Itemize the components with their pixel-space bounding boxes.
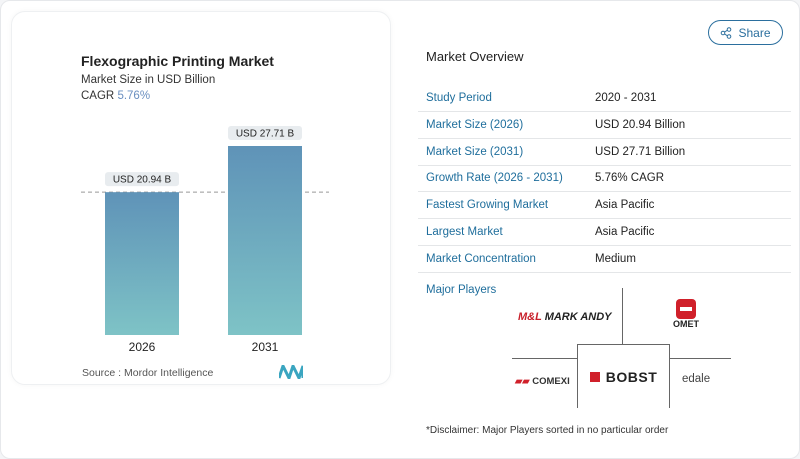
cagr-label: CAGR [81,90,115,102]
player-logo-edale: edale [682,373,711,385]
divider [622,288,623,344]
data-label-box [105,172,179,187]
mordor-logo-icon [279,365,303,379]
overview-title: Market Overview [426,49,524,64]
overview-label: Market Concentration [426,252,536,265]
divider [670,358,731,359]
overview-row: Market Size (2026) USD 20.94 Billion [418,112,791,139]
player-logo-bobst: BOBST [577,344,670,408]
overview-value: 2020 - 2031 [595,92,657,104]
share-icon [721,26,732,39]
overview-label: Growth Rate (2026 - 2031) [426,172,563,185]
overview-value: 5.76% CAGR [595,172,665,185]
share-button[interactable]: Share [708,20,783,45]
overview-row: Market Concentration Medium [418,246,791,273]
bar-2031 [228,146,302,335]
source-text: Source : Mordor Intelligence [82,367,214,379]
overview-value: Asia Pacific [595,199,655,212]
overview-label: Largest Market [426,226,503,238]
overview-label: Market Size (2026) [426,118,524,131]
player-logo-comexi: ▰▰ COMEXI [515,376,570,387]
data-label: USD 27.71 B [236,129,295,140]
chart-subtitle: Market Size in USD Billion [81,74,216,86]
divider [512,358,577,359]
overview-row: Largest Market Asia Pacific [418,219,791,246]
overview-value: USD 27.71 Billion [595,145,686,158]
overview-value: Asia Pacific [595,226,655,238]
data-label-box [228,126,302,140]
bar-chart: USD 20.94 B 2026 USD 27.71 B 2031 [81,126,329,354]
major-players-title: Major Players [426,284,497,296]
overview-row: Study Period 2020 - 2031 [418,85,791,112]
overview-label: Study Period [426,92,492,104]
chart-title: Flexographic Printing Market [81,53,274,69]
overview-row: Market Size (2031) USD 27.71 Billion [418,139,791,166]
overview-row: Growth Rate (2026 - 2031) 5.76% CAGR [418,165,791,193]
overview-value: Medium [595,252,636,265]
disclaimer: *Disclaimer: Major Players sorted in no … [426,425,669,436]
overview-label: Fastest Growing Market [426,199,549,212]
player-logo-mark-andy: M&L MARK ANDY [518,311,612,323]
bar-2026 [105,192,179,335]
x-tick-label: 2031 [252,340,279,354]
overview-label: Market Size (2031) [426,145,524,158]
cagr: CAGR 5.76% [81,90,150,102]
data-label: USD 20.94 B [113,175,172,186]
overview-value: USD 20.94 Billion [595,118,686,131]
x-tick-label: 2026 [129,340,156,354]
player-logo-omet: OMET [673,299,699,329]
overview-row: Fastest Growing Market Asia Pacific [418,192,791,220]
chart-card [11,11,391,385]
cagr-value: 5.76% [117,90,151,102]
share-label: Share [738,25,771,40]
